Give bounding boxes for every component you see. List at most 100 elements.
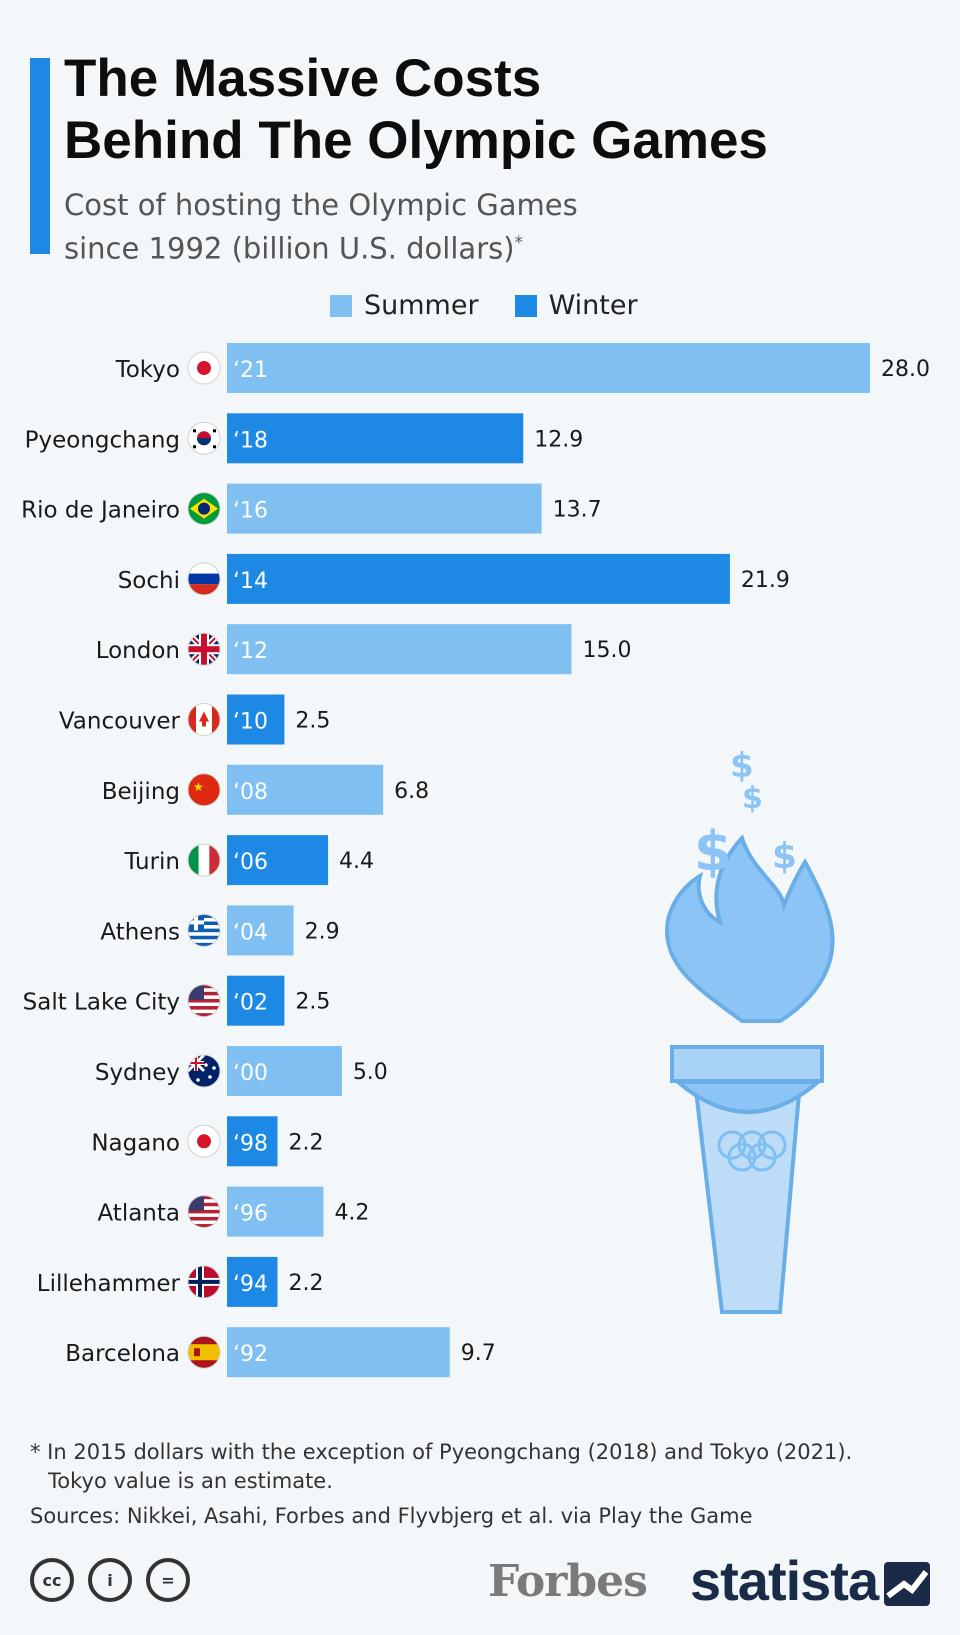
australia-flag-icon [187,1054,221,1088]
year-label: ‘16 [233,499,268,524]
italy-flag-icon [187,843,221,877]
bar-row: Sydney ‘00 5.0 [95,1046,388,1096]
data-label: 4.2 [334,1201,369,1226]
category-label: Lillehammer [37,1271,181,1297]
bar-row: Athens ‘04 2.9 [100,905,340,956]
data-label: 4.4 [339,849,374,874]
year-label: ‘94 [233,1272,268,1297]
title-line-2: Behind The Olympic Games [64,111,768,170]
bar-row: Turin ‘06 4.4 [123,835,374,886]
subtitle-asterisk: * [514,233,524,253]
category-label: Atlanta [97,1201,180,1227]
bar-row: Tokyo ‘21 28.0 [115,343,930,393]
year-label: ‘06 [233,850,268,875]
data-label: 12.9 [534,427,583,452]
footnote-line-1: * In 2015 dollars with the exception of … [30,1440,853,1464]
bar [227,1116,278,1167]
data-label: 15.0 [582,638,631,663]
data-label: 28.0 [881,357,930,382]
data-label: 2.9 [305,919,340,944]
norway-flag-icon [187,1265,221,1299]
category-label: Pyeongchang [25,427,180,453]
year-label: ‘21 [233,358,268,383]
legend-swatch-winter [514,294,537,317]
footnote-line-2: Tokyo value is an estimate. [48,1469,333,1493]
year-label: ‘10 [233,710,268,735]
chart-subtitle: Cost of hosting the Olympic Games since … [64,186,864,268]
dollar-sign-icon: $ [772,836,797,877]
sources-text: Sources: Nikkei, Asahi, Forbes and Flyvb… [30,1504,753,1528]
bar [227,1046,342,1096]
category-label: Barcelona [65,1341,180,1367]
bar-row: Lillehammer ‘94 2.2 [37,1256,324,1307]
data-label: 21.9 [741,568,790,593]
data-label: 5.0 [353,1060,388,1085]
data-label: 2.5 [295,990,330,1015]
bar-row: Salt Lake City ‘02 2.5 [23,975,330,1026]
legend-item-summer: Summer [330,290,479,321]
subtitle-line-1: Cost of hosting the Olympic Games [64,188,578,222]
legend-label-summer: Summer [364,290,479,321]
canada-flag-icon [187,703,221,736]
bar-row: Pyeongchang ‘18 12.9 [25,413,583,464]
usa-flag-icon [187,1195,221,1229]
year-label: ‘92 [233,1342,268,1367]
russia-flag-icon [187,562,221,596]
legend-item-winter: Winter [514,290,638,321]
bar-chart: $ $ $ $ Tokyo ‘21 28.0 Pyeongchang ‘18 12.9 Ri… [21,343,930,1378]
bar [227,1186,324,1237]
data-label: 9.7 [461,1341,496,1366]
year-label: ‘02 [233,991,268,1016]
year-label: ‘96 [233,1202,268,1227]
statista-logo-icon [884,1562,930,1606]
bar-row: Nagano ‘98 2.2 [91,1116,324,1167]
attribution-icon[interactable]: i [88,1558,132,1602]
japan-flag-icon [187,351,221,385]
category-label: Vancouver [59,709,181,735]
year-label: ‘98 [233,1131,268,1156]
bar [227,624,572,675]
category-label: Sochi [118,568,180,594]
data-label: 2.5 [295,709,330,734]
china-flag-icon: ★ [187,773,221,807]
creative-commons-icon[interactable]: cc [30,1558,74,1602]
bar-row: Rio de Janeiro ‘16 13.7 [21,483,602,534]
south-korea-flag-icon [187,421,221,455]
statista-logo[interactable]: statista [690,1549,879,1612]
year-label: ‘00 [233,1061,268,1086]
chart-title: The Massive Costs Behind The Olympic Gam… [64,48,924,172]
no-derivatives-icon[interactable]: = [146,1558,190,1602]
bar [227,694,285,745]
bar [227,764,384,815]
torch-bowl [672,1080,824,1114]
spain-flag-icon [187,1335,221,1369]
bar [227,413,524,464]
category-label: Athens [100,919,180,945]
bar [227,905,294,956]
data-label: 6.8 [394,779,429,804]
bar [227,553,730,604]
bar [227,343,870,393]
category-label: Nagano [91,1130,180,1156]
footnote: * In 2015 dollars with the exception of … [30,1438,930,1531]
data-label: 2.2 [289,1271,324,1296]
uk-flag-icon [187,632,221,666]
forbes-logo[interactable]: Forbes [488,1556,648,1607]
title-accent-bar [30,58,50,254]
data-label: 13.7 [553,498,602,523]
torch-collar [670,1045,824,1083]
dollar-sign-icon: $ [730,746,754,786]
year-label: ‘14 [233,569,268,594]
bar-row: London ‘12 15.0 [96,624,631,675]
dollar-sign-icon: $ [694,820,732,883]
license-icons: cc i = [30,1558,204,1602]
bar-row: Vancouver ‘10 2.5 [59,694,330,745]
year-label: ‘04 [233,920,268,945]
category-label: Sydney [95,1060,180,1086]
bar [227,1327,450,1378]
category-label: Turin [123,849,180,875]
brazil-flag-icon [187,492,221,526]
legend: Summer Winter [330,290,674,321]
torch-flame [664,834,835,1023]
bar-row: Sochi ‘14 21.9 [118,553,790,604]
